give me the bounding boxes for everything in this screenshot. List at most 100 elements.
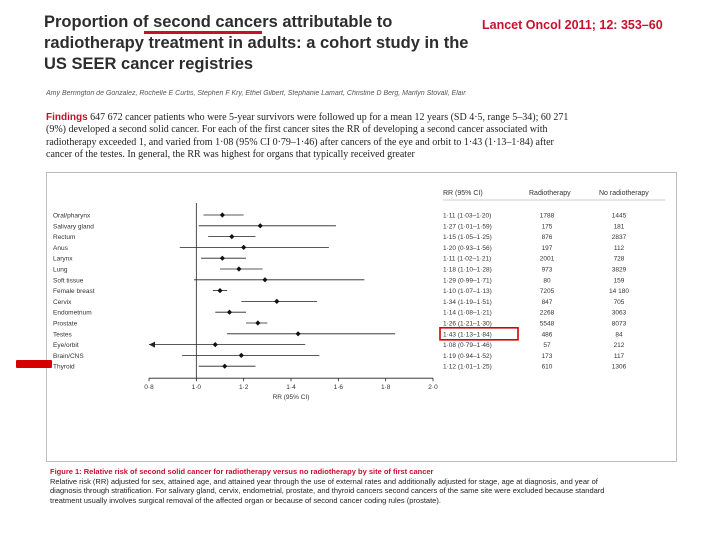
radiotherapy-count: 847 (542, 299, 553, 306)
point-estimate (262, 277, 268, 283)
ci-value: 1·14 (1·08–1·21) (443, 310, 492, 317)
x-tick-label: 1·2 (239, 384, 249, 391)
findings-label: Findings (46, 112, 88, 123)
ci-value: 1·18 (1·10–1·28) (443, 267, 492, 274)
radiotherapy-count: 175 (542, 223, 553, 230)
radiotherapy-count: 173 (542, 353, 553, 360)
no-radiotherapy-count: 212 (614, 342, 625, 349)
site-label: Rectum (53, 234, 75, 241)
point-estimate (217, 288, 223, 294)
ci-value: 1·26 (1·21–1·30) (443, 321, 492, 328)
radiotherapy-count: 973 (542, 267, 553, 274)
radiotherapy-count: 5548 (540, 321, 555, 328)
no-radiotherapy-count: 117 (614, 353, 625, 360)
no-radiotherapy-count: 1445 (612, 213, 627, 220)
no-radiotherapy-count: 14 180 (609, 288, 629, 295)
highlight-box (439, 327, 519, 341)
radiotherapy-count: 57 (543, 342, 551, 349)
site-label: Thyroid (53, 364, 75, 371)
point-estimate (238, 352, 244, 358)
x-tick-label: 2·0 (428, 384, 438, 391)
ci-value: 1·34 (1·19–1·51) (443, 299, 492, 306)
radiotherapy-count: 610 (542, 364, 553, 371)
x-tick-label: 1·8 (381, 384, 391, 391)
ci-value: 1·15 (1·05–1·25) (443, 234, 492, 241)
column-header: Radiotherapy (529, 190, 571, 197)
no-radiotherapy-count: 112 (614, 245, 625, 252)
point-estimate (257, 223, 263, 229)
site-label: Salivary gland (53, 223, 94, 230)
site-label: Eye/orbit (53, 342, 79, 349)
column-header: No radiotherapy (599, 190, 649, 197)
ci-value: 1·12 (1·01–1·25) (443, 364, 492, 371)
no-radiotherapy-count: 181 (614, 223, 625, 230)
no-radiotherapy-count: 2837 (612, 234, 627, 241)
no-radiotherapy-count: 3829 (612, 267, 627, 274)
caption-text: Relative risk (RR) adjusted for sex, att… (50, 476, 605, 505)
caption-title: Figure 1: Relative risk of second solid … (50, 467, 434, 476)
radiotherapy-count: 2001 (540, 256, 555, 263)
radiotherapy-count: 2268 (540, 310, 555, 317)
x-tick-label: 1·6 (334, 384, 344, 391)
point-estimate (219, 255, 225, 261)
point-estimate (219, 212, 225, 218)
site-label: Soft tissue (53, 277, 84, 284)
point-estimate (274, 298, 280, 304)
site-label: Anus (53, 245, 69, 252)
x-axis-label: RR (95% CI) (273, 394, 310, 401)
site-label: Brain/CNS (53, 353, 84, 360)
ci-value: 1·43 (1·13–1·84) (443, 331, 492, 338)
no-radiotherapy-count: 1306 (612, 364, 627, 371)
annotation-arrow-marker (16, 360, 52, 368)
site-label: Testes (53, 331, 73, 338)
site-label: Oral/pharynx (53, 213, 91, 220)
ci-value: 1·10 (1·07–1·13) (443, 288, 492, 295)
no-radiotherapy-count: 84 (615, 331, 623, 338)
ci-value: 1·20 (0·93–1·56) (443, 245, 492, 252)
site-label: Lung (53, 267, 68, 274)
site-label: Endometrium (53, 310, 92, 317)
figure-caption: Figure 1: Relative risk of second solid … (50, 467, 630, 505)
forest-plot: RR (95% CI) Radiotherapy No radiotherapy Or… (53, 190, 665, 401)
ci-value: 1·29 (0·99–1·71) (443, 277, 492, 284)
radiotherapy-count: 80 (543, 277, 551, 284)
findings-paragraph: Findings 647 672 cancer patients who wer… (46, 112, 576, 162)
ci-value: 1·08 (0·79–1·46) (443, 342, 492, 349)
no-radiotherapy-count: 159 (614, 277, 625, 284)
point-estimate (255, 320, 261, 326)
forest-plot-figure: RR (95% CI) Radiotherapy No radiotherapy Or… (46, 172, 677, 462)
point-estimate (236, 266, 242, 272)
point-estimate (226, 309, 233, 315)
radiotherapy-count: 876 (542, 234, 553, 241)
author-list: Amy Berrington de Gonzalez, Rochelle E C… (46, 90, 466, 97)
radiotherapy-count: 197 (542, 245, 553, 252)
paper-title: Proportion of second cancers attributabl… (44, 13, 469, 73)
ci-value: 1·11 (1·03–1·20) (443, 213, 491, 220)
ci-arrow-left (149, 341, 155, 348)
point-estimate (212, 342, 218, 348)
journal-citation: Lancet Oncol 2011; 12: 353–60 (482, 18, 663, 32)
point-estimate (295, 331, 301, 337)
radiotherapy-count: 7205 (540, 288, 555, 295)
findings-text: 647 672 cancer patients who were 5-year … (46, 112, 569, 161)
site-label: Larynx (53, 256, 73, 263)
x-tick-label: 1·4 (286, 384, 296, 391)
point-estimate (241, 244, 247, 250)
site-label: Cervix (53, 299, 72, 306)
ci-value: 1·27 (1·01–1·59) (443, 223, 492, 230)
no-radiotherapy-count: 3063 (612, 310, 627, 317)
no-radiotherapy-count: 8073 (612, 321, 627, 328)
point-estimate (222, 363, 228, 369)
ci-value: 1·11 (1·02–1·21) (443, 256, 491, 263)
column-header: RR (95% CI) (443, 190, 483, 197)
site-label: Prostate (53, 321, 78, 328)
point-estimate (229, 234, 235, 240)
radiotherapy-count: 486 (542, 331, 553, 338)
no-radiotherapy-count: 728 (614, 256, 625, 263)
x-tick-label: 1·0 (192, 384, 202, 391)
no-radiotherapy-count: 705 (614, 299, 625, 306)
site-label: Female breast (53, 288, 95, 295)
x-tick-label: 0·8 (144, 384, 154, 391)
ci-value: 1·19 (0·94–1·52) (443, 353, 492, 360)
radiotherapy-count: 1788 (540, 213, 555, 220)
